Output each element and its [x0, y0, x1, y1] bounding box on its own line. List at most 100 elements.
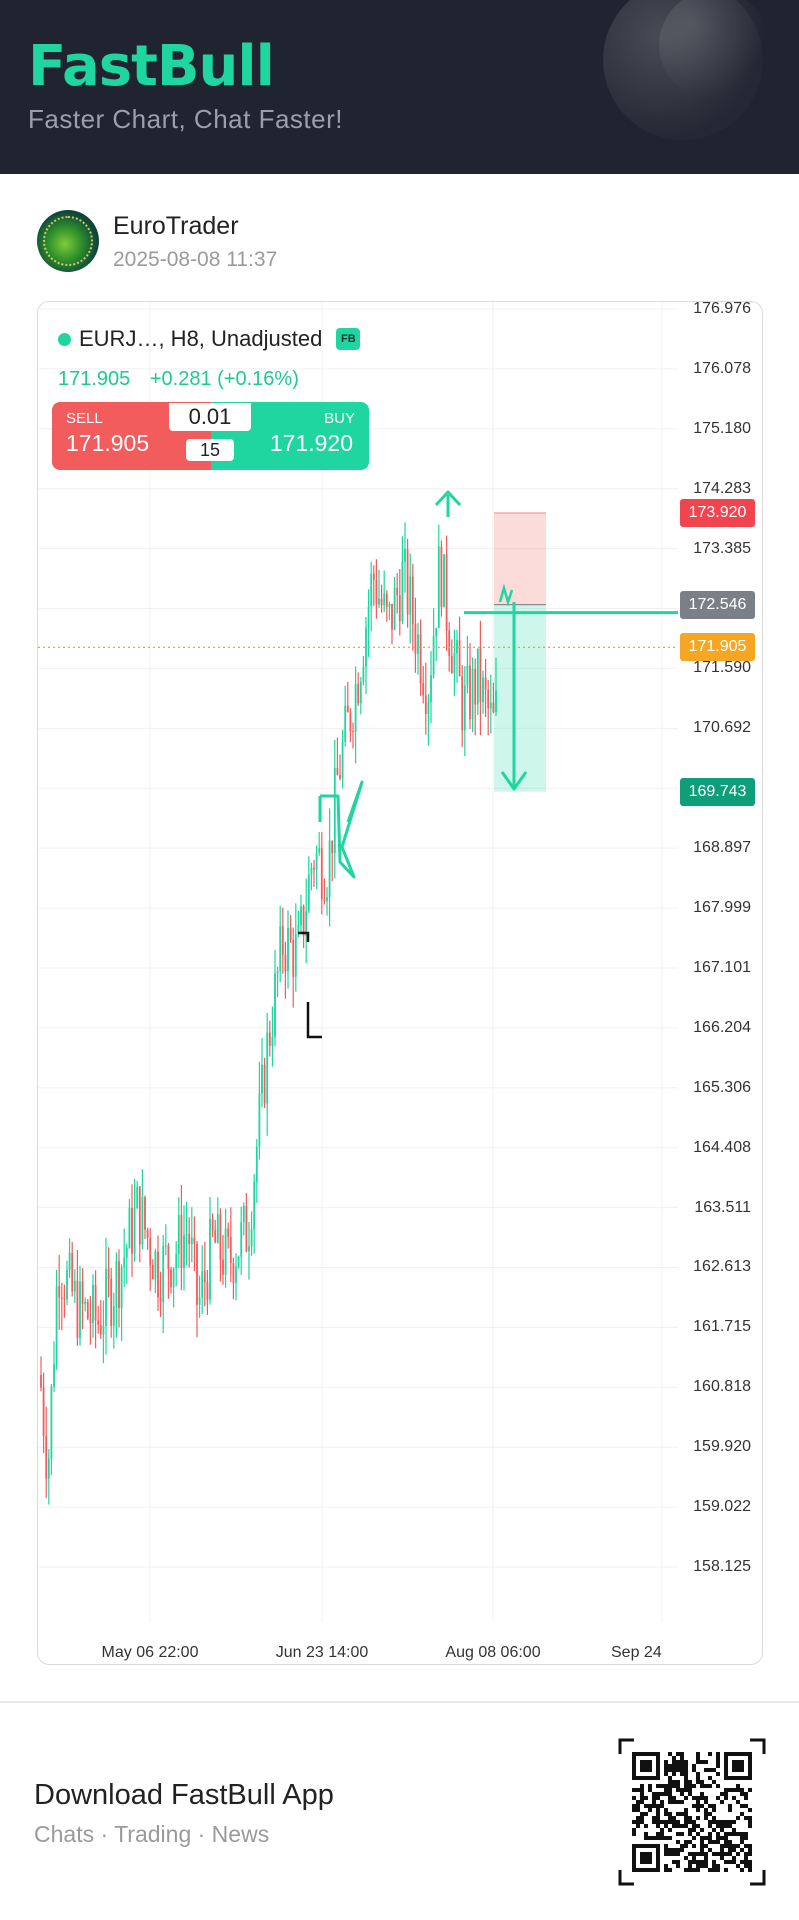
qr-module	[676, 1812, 680, 1816]
candle-body	[450, 655, 453, 673]
qr-module	[664, 1772, 668, 1776]
qr-module	[680, 1788, 684, 1792]
qr-finder	[732, 1760, 744, 1772]
author-name[interactable]: EuroTrader	[113, 212, 239, 240]
qr-module	[656, 1816, 660, 1820]
candle-body	[157, 1251, 159, 1298]
candle-body	[81, 1281, 84, 1304]
qr-module	[640, 1812, 644, 1816]
candle-body	[274, 973, 276, 1038]
qr-module	[688, 1868, 692, 1872]
qr-module	[660, 1828, 664, 1832]
qr-module	[748, 1860, 752, 1864]
qr-module	[728, 1820, 732, 1824]
qr-module	[720, 1844, 724, 1848]
bracket-marker	[306, 1002, 322, 1039]
qr-module	[704, 1852, 708, 1856]
qr-module	[732, 1860, 736, 1864]
symbol-name[interactable]: EURJ…	[79, 326, 159, 351]
candle-body	[190, 1237, 193, 1245]
candle-body	[60, 1297, 63, 1299]
qr-module	[688, 1828, 692, 1832]
qr-module	[672, 1820, 676, 1824]
qr-module	[644, 1832, 648, 1836]
candle-body	[482, 677, 484, 703]
qr-module	[656, 1808, 660, 1812]
qr-module	[740, 1848, 744, 1852]
qr-module	[640, 1816, 644, 1820]
qr-module	[692, 1860, 696, 1864]
qr-code[interactable]	[618, 1738, 766, 1886]
qr-module	[680, 1848, 684, 1852]
candle-body	[229, 1237, 232, 1264]
qr-module	[716, 1840, 720, 1844]
candle-body	[248, 1246, 250, 1252]
candle-body	[406, 549, 409, 615]
qr-module	[744, 1804, 748, 1808]
qr-module	[704, 1784, 708, 1788]
qr-module	[676, 1852, 680, 1856]
qr-module	[748, 1820, 752, 1824]
qr-module	[704, 1796, 708, 1800]
candle-body	[206, 1282, 209, 1300]
qr-module	[740, 1792, 744, 1796]
qr-module	[704, 1768, 708, 1772]
candle-body	[476, 648, 479, 705]
candle-body	[310, 868, 313, 875]
qr-module	[664, 1820, 668, 1824]
qr-module	[748, 1788, 752, 1792]
qr-module	[664, 1812, 668, 1816]
download-title[interactable]: Download FastBull App	[34, 1779, 334, 1811]
qr-module	[680, 1772, 684, 1776]
y-tick-label: 168.897	[693, 839, 751, 857]
qr-module	[672, 1784, 676, 1788]
author-avatar[interactable]	[37, 210, 99, 272]
qr-module	[736, 1864, 740, 1868]
qr-module	[732, 1828, 736, 1832]
qr-module	[680, 1812, 684, 1816]
qr-module	[688, 1780, 692, 1784]
qr-module	[748, 1808, 752, 1812]
qr-module	[656, 1812, 660, 1816]
candlestick-chart[interactable]	[38, 302, 763, 1665]
candle-body	[71, 1253, 74, 1292]
qr-module	[656, 1804, 660, 1808]
qr-module	[712, 1816, 716, 1820]
chart-card[interactable]: EURJ… , H8, Unadjusted FB 171.905 +0.281…	[37, 301, 763, 1665]
candle-body	[175, 1253, 178, 1269]
candle-body	[357, 684, 360, 704]
price-axis-label: 173.920	[680, 498, 755, 527]
candle-body	[385, 593, 388, 607]
candle-body	[424, 695, 427, 714]
qr-module	[736, 1784, 740, 1788]
qr-module	[716, 1868, 720, 1872]
qr-corner	[618, 1870, 634, 1886]
qr-module	[728, 1832, 732, 1836]
qr-module	[744, 1832, 748, 1836]
qr-module	[660, 1804, 664, 1808]
candle-body	[125, 1247, 128, 1258]
qr-module	[632, 1796, 636, 1800]
candle-body	[170, 1269, 172, 1288]
buy-label: BUY	[324, 410, 355, 427]
qr-module	[688, 1792, 692, 1796]
qr-module	[676, 1864, 680, 1868]
candle-body	[242, 1205, 245, 1222]
qr-module	[708, 1752, 712, 1756]
qr-corner	[750, 1870, 766, 1886]
qr-module	[708, 1848, 712, 1852]
qr-module	[740, 1812, 744, 1816]
candle-body	[300, 906, 302, 926]
candle-body	[136, 1186, 139, 1208]
y-tick-label: 166.204	[693, 1018, 751, 1036]
y-tick-label: 167.101	[693, 958, 751, 976]
lot-size-input[interactable]: 0.01	[169, 403, 251, 431]
qr-module	[716, 1760, 720, 1764]
qr-module	[688, 1860, 692, 1864]
candle-body	[159, 1297, 162, 1303]
qr-module	[676, 1832, 680, 1836]
qr-module	[692, 1820, 696, 1824]
qr-module	[684, 1768, 688, 1772]
candle-body	[469, 665, 471, 720]
candle-body	[66, 1270, 68, 1300]
